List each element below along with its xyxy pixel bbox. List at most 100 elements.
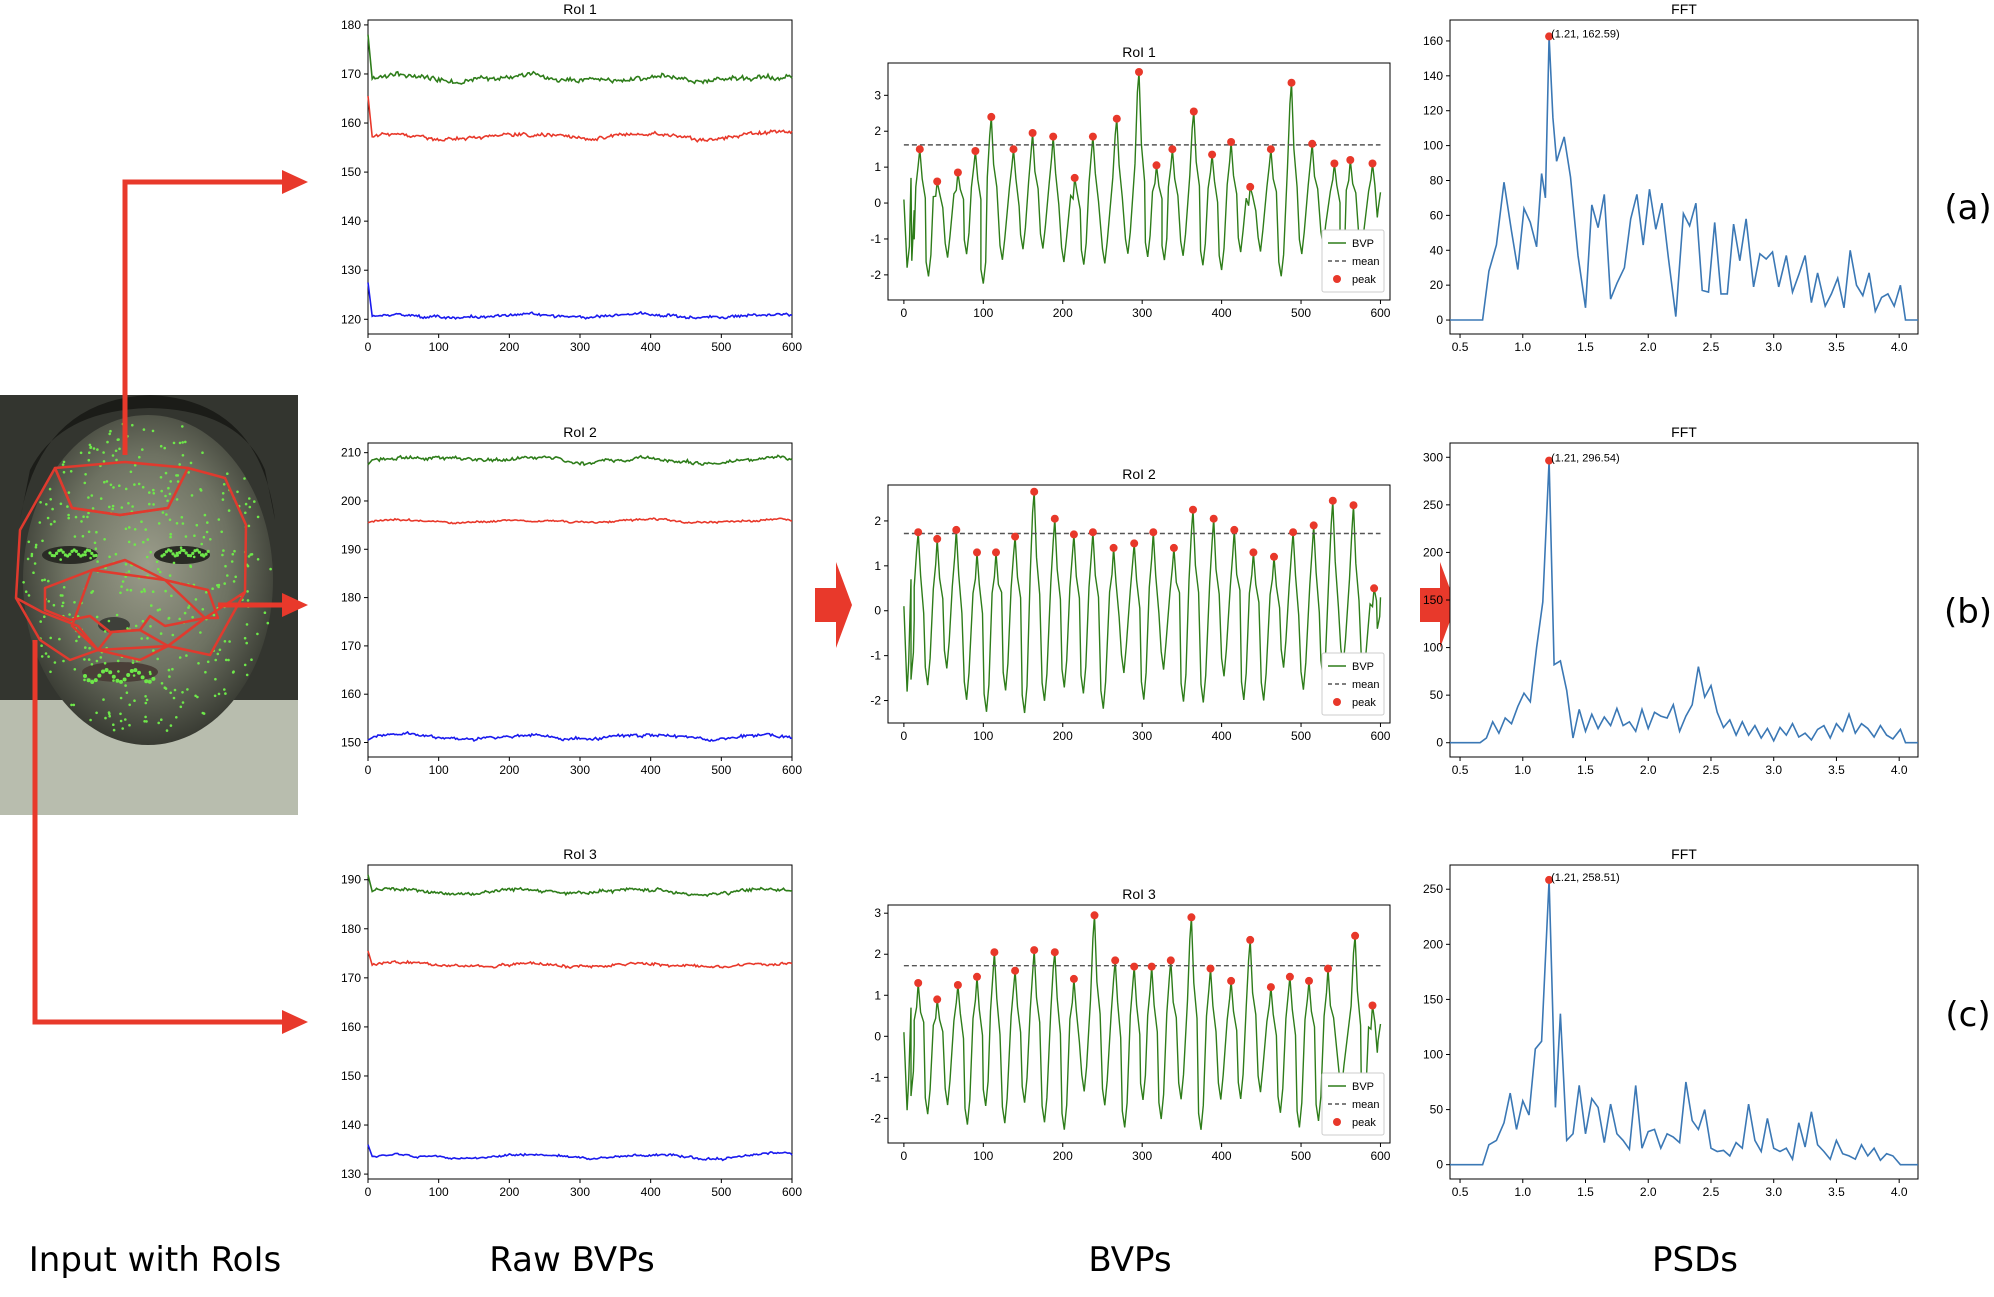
roi-mid-face	[70, 568, 207, 652]
roi-lower-face	[14, 591, 247, 662]
landmark-dot	[146, 637, 149, 640]
landmark-dot	[83, 658, 86, 661]
x-tick-label: 4.0	[1891, 1185, 1908, 1199]
legend-entry-BVP: BVP	[1352, 661, 1374, 673]
landmark-dot	[169, 691, 172, 695]
y-tick-label: 130	[341, 1167, 361, 1181]
x-tick-label: 0	[365, 340, 372, 354]
landmark-dot	[90, 551, 94, 556]
landmark-dot	[94, 553, 98, 558]
plot-frame	[367, 442, 793, 758]
landmark-dot	[74, 549, 78, 554]
landmark-dot	[194, 598, 198, 601]
landmark-dot	[111, 504, 115, 508]
landmark-dot	[134, 624, 138, 628]
y-tick-label: 100	[1423, 641, 1443, 655]
chart-title: RoI 2	[563, 424, 597, 440]
landmark-dot	[243, 636, 247, 640]
landmark-dot	[45, 503, 48, 506]
y-tick-label: 3	[874, 906, 881, 920]
landmark-dot	[68, 552, 72, 556]
landmark-dot	[39, 620, 42, 623]
landmark-dot	[109, 429, 112, 433]
plot-frame	[367, 864, 793, 1180]
landmark-dot	[104, 716, 107, 720]
peak-marker	[914, 979, 923, 987]
peak-marker	[1090, 911, 1099, 920]
landmark-dot	[103, 480, 106, 484]
landmark-dot	[172, 696, 176, 700]
y-tick-label: 100	[1423, 139, 1443, 153]
landmark-dot	[206, 549, 210, 554]
peak-marker	[933, 534, 942, 543]
x-tick-label: 1.0	[1514, 1185, 1531, 1199]
landmark-dot	[128, 703, 131, 707]
landmark-dot	[92, 447, 96, 450]
x-tick-label: 200	[499, 340, 519, 354]
chart-bvp1: 0 100 200 300 400 500 600 -2 -1 0 1 2 3 RoI 1 BVP mean p…	[870, 44, 1390, 320]
landmark-dot	[89, 718, 92, 722]
y-tick-label: 200	[1423, 937, 1443, 951]
peak-marker	[1246, 182, 1255, 191]
landmark-dot	[112, 723, 115, 726]
x-tick-label: 200	[1053, 729, 1073, 743]
landmark-dot	[181, 522, 185, 525]
y-tick-label: 80	[1430, 173, 1444, 187]
landmark-dot	[164, 687, 168, 690]
x-tick-label: 600	[782, 1185, 802, 1199]
chart-title: FFT	[1671, 424, 1697, 440]
landmark-dot	[67, 491, 71, 494]
landmark-dot	[62, 460, 66, 464]
landmark-dot	[184, 535, 188, 538]
landmark-dot	[83, 678, 86, 682]
landmark-dot	[112, 728, 116, 732]
landmark-dot	[96, 560, 99, 563]
landmark-dot	[119, 712, 122, 716]
landmark-dot	[152, 503, 155, 506]
x-tick-label: 600	[782, 340, 802, 354]
landmark-dot	[30, 552, 34, 556]
landmark-dot	[116, 659, 120, 663]
y-tick-label: 170	[341, 67, 361, 81]
landmark-dot	[95, 659, 99, 663]
raw-signal-line	[367, 34, 793, 85]
peak-marker	[1109, 543, 1118, 552]
landmark-dot	[217, 518, 221, 521]
x-tick-label: 2.0	[1640, 340, 1657, 354]
landmark-dot	[187, 471, 190, 474]
chart-title: RoI 3	[563, 846, 597, 862]
row-label-b: (b)	[1943, 592, 1993, 632]
landmark-dot	[30, 554, 34, 558]
landmark-dot	[182, 548, 186, 553]
landmark-dot	[211, 587, 214, 590]
landmark-dot	[49, 522, 53, 526]
landmark-dot	[223, 582, 226, 585]
landmark-dot	[214, 677, 217, 681]
landmark-dot	[145, 720, 148, 723]
landmark-dot	[175, 498, 179, 501]
peak-marker	[1028, 129, 1037, 137]
landmark-dot	[247, 555, 251, 558]
y-tick-label: 2	[874, 514, 881, 528]
landmark-dot	[204, 552, 208, 556]
landmark-dot	[148, 502, 151, 506]
y-tick-label: 2	[874, 124, 881, 138]
arrow-to-roi3	[32, 640, 282, 1025]
landmark-dot	[232, 670, 235, 673]
landmark-dot	[168, 574, 172, 577]
landmark-dot	[124, 718, 127, 721]
y-tick-label: 0	[1436, 313, 1443, 327]
y-tick-label: 2	[874, 947, 881, 961]
landmark-dot	[120, 585, 123, 588]
landmark-dot	[48, 487, 52, 491]
landmark-dot	[169, 480, 172, 483]
landmark-dot	[73, 668, 77, 671]
landmark-dot	[217, 585, 220, 589]
y-tick-label: 180	[341, 591, 361, 605]
landmark-dot	[202, 554, 206, 558]
landmark-dot	[247, 524, 251, 528]
x-tick-label: 100	[429, 763, 449, 777]
y-tick-label: 170	[341, 971, 361, 985]
landmark-dot	[162, 553, 166, 557]
y-tick-label: -1	[870, 649, 881, 663]
